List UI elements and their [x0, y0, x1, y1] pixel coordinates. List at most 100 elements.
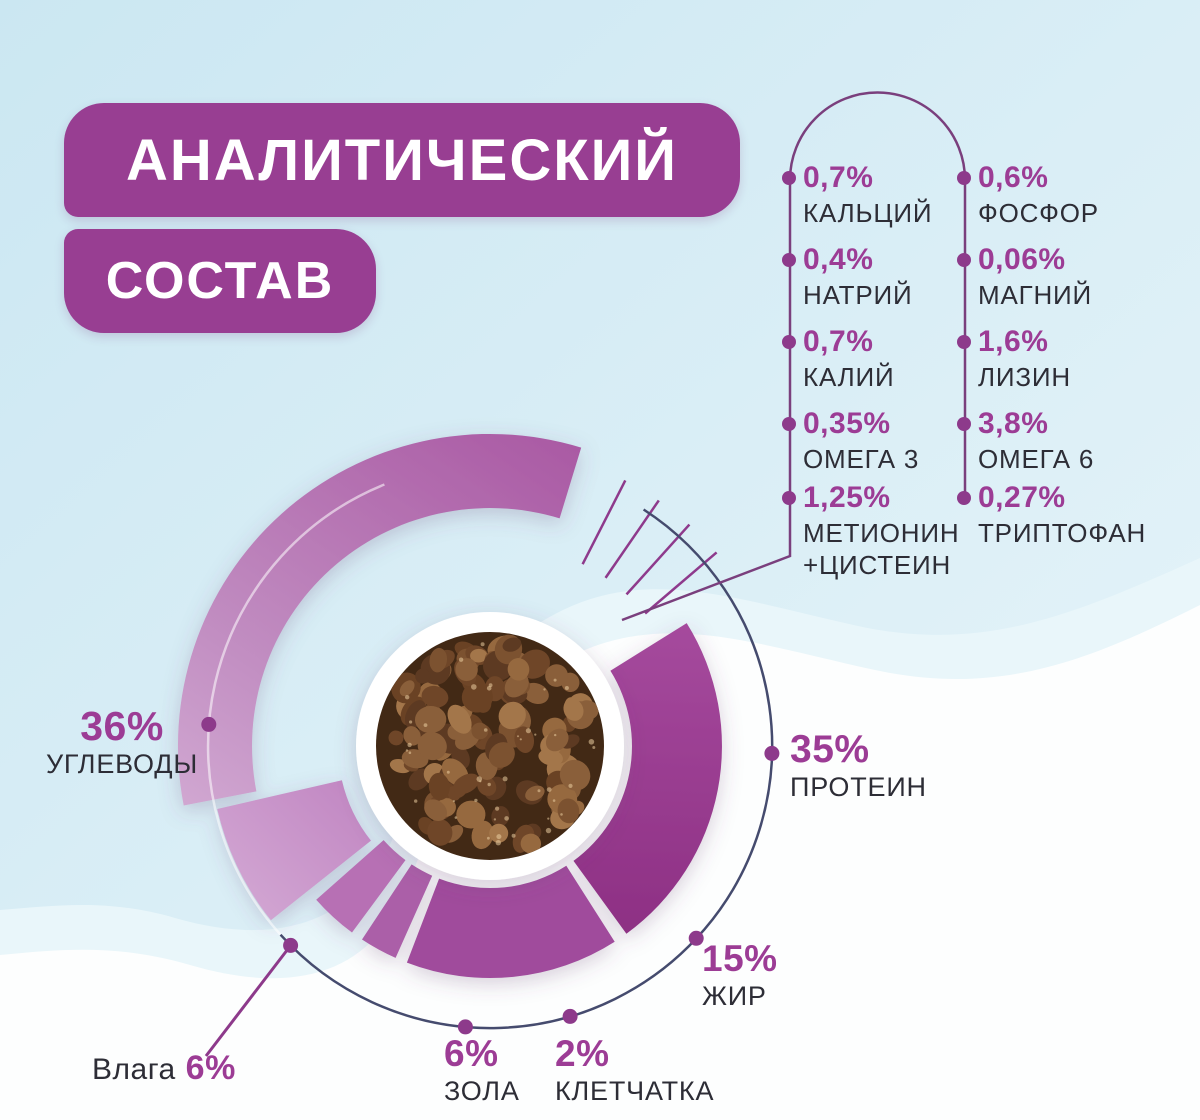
kibble-piece	[477, 776, 497, 796]
kibble-highlight	[588, 739, 595, 745]
nutrient-name: КАЛИЙ	[803, 362, 895, 392]
bullet-dot-icon	[957, 335, 971, 349]
kibble-highlight	[504, 816, 509, 821]
nutrient-item-magnesium: 0,06% МАГНИЙ	[957, 241, 1158, 311]
kibble-piece	[447, 704, 472, 734]
kibble-piece	[428, 772, 450, 801]
nutrient-name: ЛИЗИН	[978, 362, 1071, 392]
kibble-highlight	[592, 746, 596, 749]
nutrient-item-potassium: 0,7% КАЛИЙ	[782, 323, 983, 393]
kibble-highlight	[471, 684, 477, 690]
kibble-highlight	[519, 738, 522, 741]
kibble-highlight	[554, 733, 557, 737]
kibble-highlight	[496, 834, 502, 840]
kibble-piece	[471, 820, 494, 850]
kibble-piece	[417, 731, 447, 761]
kibble-highlight	[423, 723, 428, 727]
nutrient-name: НАТРИЙ	[803, 280, 913, 310]
kibble-highlight	[546, 787, 552, 792]
donut-segment-protein	[573, 623, 722, 934]
outer-arc-dark	[279, 508, 774, 1030]
nutrient-value: 3,8%	[978, 407, 1049, 440]
kibble-highlight	[560, 813, 563, 816]
segment-label-ash: 6% ЗОЛА	[444, 1034, 520, 1108]
kibble-highlight	[454, 816, 458, 819]
nutrient-value: 0,6%	[978, 161, 1049, 194]
nutrient-arch-line	[788, 91, 967, 181]
nutrient-value: 0,06%	[978, 243, 1066, 276]
segment-name: КЛЕТЧАТКА	[555, 1076, 715, 1106]
segment-label-fiber: 2% КЛЕТЧАТКА	[555, 1034, 714, 1108]
nutrient-item-sodium: 0,4% НАТРИЙ	[782, 241, 983, 311]
nutrient-value: 0,4%	[803, 243, 874, 276]
donut-chart	[177, 433, 722, 979]
segment-value: 15%	[702, 938, 778, 979]
kibble-highlight	[537, 789, 541, 793]
nutrient-item-phosphorus: 0,6% ФОСФОР	[957, 159, 1158, 229]
kibble-piece	[455, 658, 478, 682]
kibble-piece	[498, 701, 526, 730]
nutrient-value: 0,7%	[803, 325, 874, 358]
kibble-highlight	[495, 840, 501, 846]
page-title-line1: АНАЛИТИЧЕСКИЙ	[126, 127, 678, 193]
kibble-piece	[507, 658, 530, 681]
kibble-highlight	[414, 799, 418, 803]
segment-label-moisture: Влага 6%	[92, 1049, 236, 1088]
kibble-piece	[421, 685, 449, 708]
segment-value: 36%	[80, 703, 164, 749]
segment-name: ЗОЛА	[444, 1076, 520, 1106]
label-dots	[201, 716, 780, 1035]
kibble-highlight	[452, 800, 455, 803]
donut-segment-fiber	[362, 864, 433, 958]
label-dot-carbs	[201, 716, 217, 732]
kibble-highlight	[487, 836, 490, 840]
nutrient-item-omega3: 0,35% ОМЕГА 3	[782, 405, 983, 475]
nutrient-left-connector-line	[621, 180, 792, 622]
donut-segment-ash	[316, 840, 406, 933]
kibble-piece	[545, 664, 568, 687]
kibble-piece	[399, 680, 415, 697]
segment-label-protein: 35% ПРОТЕИН	[790, 729, 927, 803]
bullet-dot-icon	[782, 335, 796, 349]
segment-value: 2%	[555, 1033, 610, 1074]
kibble-highlight	[517, 735, 519, 738]
nutrient-name: ТРИПТОФАН	[978, 518, 1147, 548]
nutrient-item-methionine-cystine: 1,25% МЕТИОНИН +ЦИСТЕИН	[782, 479, 975, 581]
nutrient-name: ФОСФОР	[978, 198, 1099, 228]
segment-value: 35%	[790, 728, 870, 771]
kibble-piece	[424, 799, 448, 822]
kibble-highlight	[407, 742, 412, 748]
nutrient-item-tryptophan: 0,27% ТРИПТОФАН	[957, 479, 1158, 549]
kibble-piece	[388, 730, 404, 746]
nutrient-value: 0,27%	[978, 481, 1066, 514]
kibble-highlight	[446, 770, 450, 774]
nutrient-item-calcium: 0,7% КАЛЬЦИЙ	[782, 159, 983, 229]
kibble-piece	[488, 742, 515, 768]
moisture-callout-line	[204, 944, 293, 1057]
kibble-piece	[559, 759, 591, 791]
kibble-piece	[453, 773, 480, 795]
kibble-highlight	[483, 728, 488, 732]
label-dot-fiber	[562, 1008, 578, 1024]
segment-name: УГЛЕВОДЫ	[45, 749, 199, 779]
kibble-highlight	[480, 642, 485, 647]
donut-segment-carbs	[177, 433, 582, 806]
kibble-highlight	[545, 827, 552, 834]
title-banner-line1: АНАЛИТИЧЕСКИЙ	[64, 103, 740, 217]
kibble-piece	[403, 726, 421, 746]
label-dot-fat	[688, 930, 704, 946]
nutrient-value: 0,7%	[803, 161, 874, 194]
kibble-piece	[415, 668, 431, 684]
kibble-highlight	[488, 683, 493, 688]
kibble-highlight	[405, 749, 409, 752]
bullet-dot-icon	[782, 491, 796, 505]
kibble-piece	[456, 800, 486, 829]
label-dot-moisture	[283, 937, 299, 953]
kibble-piece	[563, 698, 584, 721]
kibble-highlight	[479, 780, 482, 783]
donut-segment-moisture	[217, 780, 371, 921]
kibble-piece	[545, 728, 569, 752]
kibble-highlight	[568, 783, 573, 789]
kibble-highlight	[534, 733, 537, 736]
